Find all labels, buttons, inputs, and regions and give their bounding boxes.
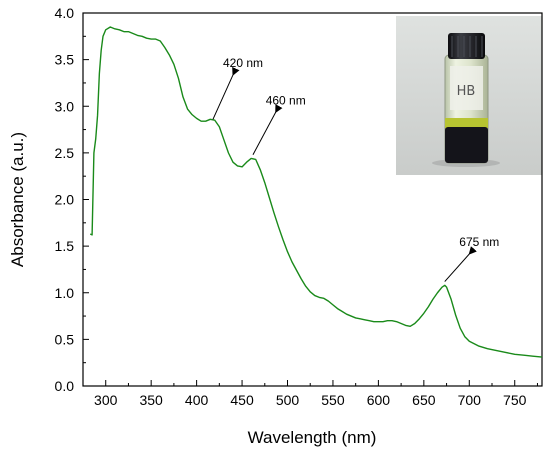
y-tick-label: 0.5 (55, 331, 75, 347)
absorbance-series-line (89, 26, 543, 358)
annotation-label: 675 nm (459, 235, 499, 249)
x-tick-label: 350 (139, 392, 163, 408)
vial-label: HB (457, 84, 476, 99)
annotation-label: 420 nm (223, 56, 263, 70)
y-tick-label: 3.5 (55, 52, 75, 68)
x-tick-label: 500 (276, 392, 300, 408)
x-tick-label: 600 (367, 392, 391, 408)
x-tick-label: 300 (94, 392, 118, 408)
y-tick-label: 3.0 (55, 98, 75, 114)
x-axis: 300 350 400 450 500 550 600 650 700 750 (82, 380, 538, 408)
y-tick-label: 2.5 (55, 145, 75, 161)
series-layer (89, 26, 543, 358)
y-axis: 0.0 0.5 1.0 1.5 2.0 2.5 3.0 3.5 4.0 (55, 5, 89, 394)
x-axis-title: Wavelength (nm) (248, 428, 377, 447)
annotation-arrow (444, 246, 477, 282)
annotation-label: 460 nm (266, 93, 306, 107)
y-tick-label: 1.0 (55, 285, 75, 301)
vial-image: HB (444, 33, 489, 164)
inset-photo: HB (396, 16, 542, 175)
y-tick-label: 4.0 (55, 5, 75, 21)
x-tick-label: 700 (458, 392, 482, 408)
x-tick-label: 750 (503, 392, 527, 408)
y-tick-label: 2.0 (55, 192, 75, 208)
x-tick-label: 400 (185, 392, 209, 408)
x-tick-label: 650 (412, 392, 436, 408)
annotation-arrow (252, 104, 283, 155)
x-tick-label: 550 (321, 392, 345, 408)
y-axis-title: Absorbance (a.u.) (8, 132, 27, 267)
y-tick-label: 0.0 (55, 378, 75, 394)
y-tick-label: 1.5 (55, 238, 75, 254)
x-tick-label: 450 (230, 392, 254, 408)
annotations-layer: 420 nm 460 nm 675 nm (212, 56, 499, 282)
annotation-arrow (212, 66, 240, 120)
